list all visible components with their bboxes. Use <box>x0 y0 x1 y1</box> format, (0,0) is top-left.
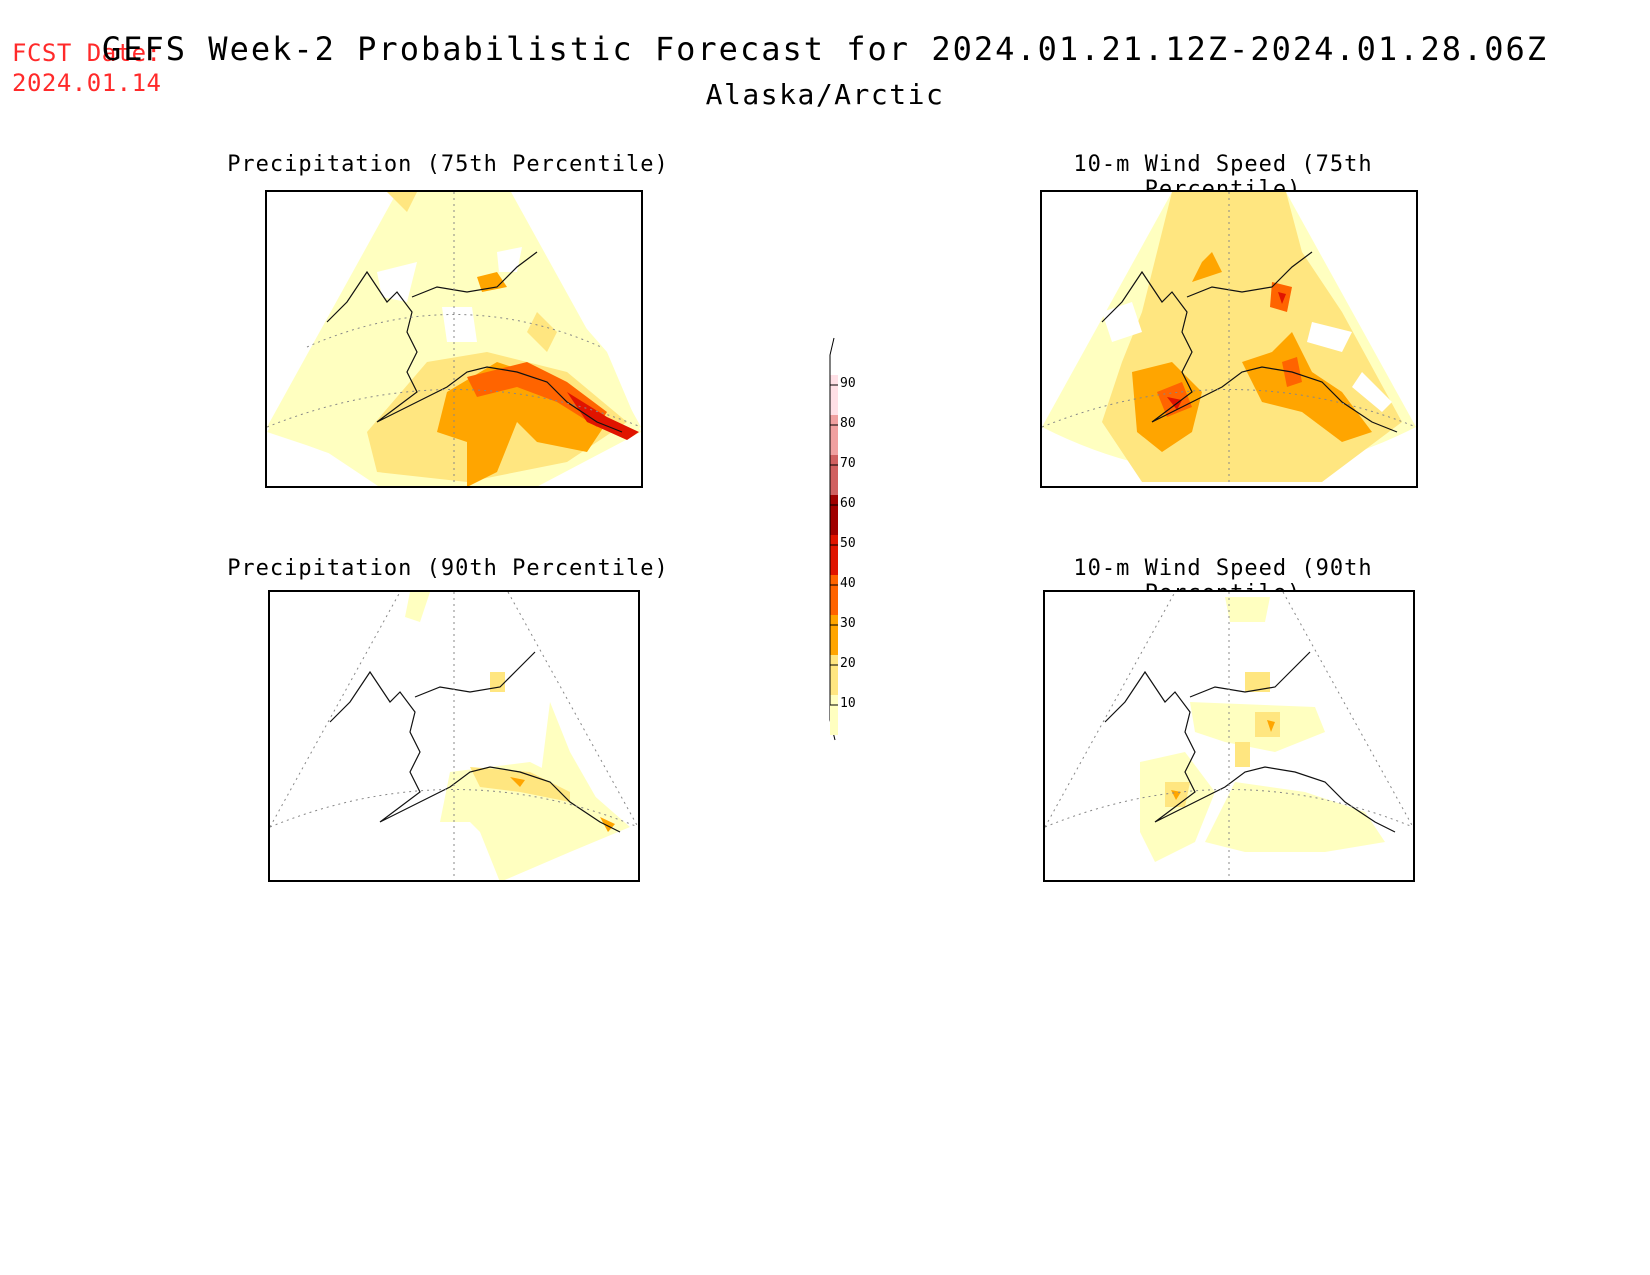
graticule <box>270 592 638 828</box>
coastline <box>1186 251 1313 298</box>
map-wind-75 <box>1040 190 1418 488</box>
colorbar-segment <box>830 695 838 735</box>
prob-20-region <box>1255 712 1280 737</box>
land-gap <box>442 307 477 342</box>
colorbar-tick-label: 60 <box>840 496 856 511</box>
panel-title-precip-75: Precipitation (75th Percentile) <box>227 152 669 177</box>
land-gap <box>497 247 522 272</box>
map-precip-90 <box>268 590 640 882</box>
prob-30-region <box>1242 332 1372 442</box>
colorbar-graphic <box>829 337 838 741</box>
coastline <box>1104 670 1396 833</box>
page-title: GEFS Week-2 Probabilistic Forecast for 2… <box>101 30 1549 68</box>
graticule <box>306 314 602 348</box>
colorbar-segment <box>830 455 838 495</box>
prob-20-region <box>387 192 417 212</box>
land-gap <box>1352 372 1392 412</box>
coastline <box>1101 270 1398 433</box>
map-wind-90 <box>1043 590 1415 882</box>
colorbar-tick-label: 90 <box>840 376 856 391</box>
page-subtitle: Alaska/Arctic <box>705 78 945 111</box>
colorbar-segment <box>830 615 838 655</box>
prob-30-region <box>477 272 507 292</box>
prob-40-region <box>467 362 607 427</box>
colorbar-segment <box>830 375 838 415</box>
prob-30-region <box>510 777 525 787</box>
prob-10-region <box>440 762 630 880</box>
prob-10-region <box>405 592 430 622</box>
graticule <box>1045 592 1413 828</box>
colorbar-tick-label: 80 <box>840 416 856 431</box>
prob-50-region <box>1167 397 1182 410</box>
coastline <box>329 670 621 833</box>
prob-20-region <box>1235 742 1250 767</box>
colorbar-segment <box>830 415 838 455</box>
colorbar-segment <box>830 535 838 575</box>
colorbar-tick-label: 10 <box>840 696 856 711</box>
prob-20-region <box>490 672 505 692</box>
colorbar-tick-label: 20 <box>840 656 856 671</box>
prob-20-region <box>1245 672 1270 692</box>
forecast-date-label: FCST Date: <box>12 39 162 67</box>
colorbar-top <box>829 337 835 375</box>
forecast-date-block: FCST Date: 2024.01.14 <box>12 38 162 98</box>
colorbar-tick-label: 50 <box>840 536 856 551</box>
coastline <box>411 251 538 298</box>
colorbar-tick-label: 30 <box>840 616 856 631</box>
forecast-date-value: 2024.01.14 <box>12 69 162 97</box>
graticule <box>1045 789 1413 828</box>
prob-30-region <box>1192 252 1222 282</box>
prob-50-region <box>1278 292 1286 304</box>
prob-10-region <box>1225 597 1270 622</box>
prob-10-region <box>1205 782 1385 852</box>
graticule <box>270 789 638 828</box>
colorbar-segment <box>830 495 838 535</box>
colorbar-segment <box>830 575 838 615</box>
prob-50-region <box>567 392 639 440</box>
colorbar-tick-label: 70 <box>840 456 856 471</box>
coastline <box>1189 651 1311 698</box>
coastline <box>414 651 536 698</box>
colorbar-tick-label: 40 <box>840 576 856 591</box>
graticule <box>1042 389 1416 428</box>
prob-20-region <box>527 312 557 352</box>
land-gap <box>1307 322 1352 352</box>
colorbar: 10 20 30 40 50 60 70 80 90 <box>800 335 880 745</box>
colorbar-segment <box>830 655 838 695</box>
land-gap <box>377 262 417 302</box>
graticule <box>267 389 641 428</box>
coastline <box>326 270 623 433</box>
prob-30-region <box>1267 720 1275 732</box>
map-precip-75 <box>265 190 643 488</box>
panel-title-precip-90: Precipitation (90th Percentile) <box>227 556 669 581</box>
